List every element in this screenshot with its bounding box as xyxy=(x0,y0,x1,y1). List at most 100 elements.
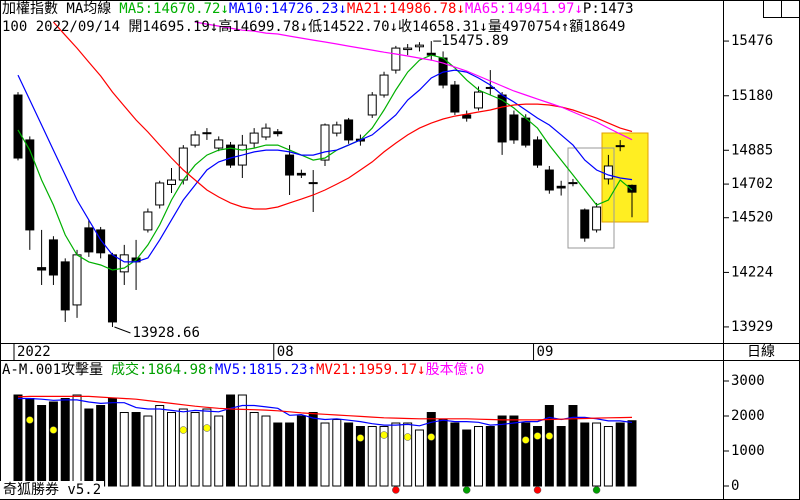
y-tick-label: 0 xyxy=(731,478,739,494)
candle-body xyxy=(13,94,23,159)
candle-body xyxy=(119,254,129,273)
high-annotation: 15475.89 xyxy=(441,33,508,49)
candle-body xyxy=(214,139,224,149)
volume-bar xyxy=(509,415,519,487)
app-name: 奇狐勝券 v5.2 xyxy=(0,481,105,499)
y-tick-label: 1000 xyxy=(731,443,765,459)
ma-line xyxy=(17,395,633,421)
candle-body xyxy=(474,91,483,109)
volume-bar xyxy=(167,412,176,487)
volume-bar xyxy=(320,422,330,487)
volume-bar xyxy=(391,422,401,487)
volume-title: A-M.001攻擊量 xyxy=(2,362,104,378)
volume-bar xyxy=(190,412,200,487)
volume-bar xyxy=(556,426,566,487)
candle-body xyxy=(556,185,566,189)
y-tick-label: 2000 xyxy=(731,408,765,424)
quote-info: 100 2022/09/14 開14695.19↓高14699.78↓低1452… xyxy=(2,19,626,35)
volume-bar xyxy=(403,422,413,487)
period-label[interactable]: 日線 xyxy=(747,344,775,360)
volume-bar xyxy=(131,412,141,487)
legend-extra: 股本億:0 xyxy=(425,362,485,378)
candle-body xyxy=(414,44,424,48)
x-tick-label: 2022 xyxy=(17,344,51,360)
volume-bar xyxy=(13,394,23,487)
volume-bar xyxy=(237,394,247,487)
volume-bar xyxy=(344,422,354,487)
candle-body xyxy=(48,239,58,276)
volume-bar xyxy=(25,398,35,487)
volume-bar xyxy=(379,426,389,487)
volume-bar xyxy=(450,422,460,487)
volume-bar xyxy=(273,422,283,487)
volume-bar xyxy=(96,405,106,487)
scroll-button[interactable] xyxy=(781,0,800,18)
candle-body xyxy=(603,165,613,180)
ma-line xyxy=(18,397,633,427)
candle-body xyxy=(533,139,543,166)
candle-body xyxy=(190,134,200,146)
legend-entry: MV5:1815.23↑ xyxy=(214,362,317,378)
signal-dot xyxy=(26,416,34,424)
signal-dot xyxy=(545,432,554,440)
candle-body xyxy=(249,132,259,144)
candle-body xyxy=(167,179,176,185)
candle-body xyxy=(521,117,531,146)
volume-bar xyxy=(72,394,82,487)
volume-bar xyxy=(285,422,295,487)
candle-body xyxy=(544,169,554,191)
chart-title: 加權指數 MA均線 xyxy=(2,1,112,17)
candle-body xyxy=(261,127,271,138)
signal-dot xyxy=(49,426,58,434)
volume-bar xyxy=(414,429,424,487)
candle-body xyxy=(155,182,165,206)
candle-body xyxy=(592,206,602,231)
candle-body xyxy=(615,145,625,148)
volume-bar xyxy=(568,405,578,487)
candle-body xyxy=(37,267,47,271)
signal-dot xyxy=(427,433,436,441)
y-tick-label: 13929 xyxy=(731,319,773,335)
signal-dot xyxy=(392,486,400,494)
ma-line xyxy=(52,21,633,210)
candle-body xyxy=(285,154,295,176)
ma-line xyxy=(194,21,633,141)
volume-bar xyxy=(497,415,507,487)
candle-body xyxy=(273,131,283,135)
volume-bar xyxy=(355,426,365,487)
candle-body xyxy=(568,182,578,185)
volume-bar xyxy=(119,412,129,487)
scroll-button[interactable] xyxy=(763,0,782,18)
low-annotation: 13928.66 xyxy=(132,325,199,341)
legend-entry: 成交:1864.98↑ xyxy=(111,362,215,378)
legend-entry: MV21:1959.17↓ xyxy=(316,362,426,378)
signal-dot xyxy=(533,432,542,440)
candle-body xyxy=(226,144,236,166)
candle-body xyxy=(84,227,94,253)
legend-entry: MA10:14726.23↓ xyxy=(228,1,347,17)
volume-bar xyxy=(60,398,70,487)
candle-body xyxy=(178,147,188,181)
legend-entry: MA5:14670.72↓ xyxy=(119,1,229,17)
volume-bar xyxy=(214,415,224,487)
candle-body xyxy=(379,74,389,96)
volume-bar xyxy=(367,426,377,487)
y-tick-label: 14885 xyxy=(731,142,773,158)
candle-body xyxy=(202,132,212,135)
candle-body xyxy=(296,172,306,176)
signal-dot xyxy=(533,486,542,494)
y-tick-label: 14224 xyxy=(731,264,773,280)
ma-line xyxy=(17,69,633,263)
volume-bar xyxy=(84,408,94,487)
candle-body xyxy=(72,254,82,306)
x-tick-label: 08 xyxy=(277,344,294,360)
volume-bar xyxy=(332,419,342,487)
volume-bar xyxy=(48,401,58,487)
signal-dot xyxy=(403,433,412,441)
volume-bar xyxy=(249,412,259,487)
volume-bar xyxy=(521,422,531,487)
volume-bar xyxy=(202,408,212,487)
volume-bar xyxy=(308,412,318,487)
volume-bar xyxy=(544,405,554,487)
signal-dot xyxy=(179,426,188,434)
